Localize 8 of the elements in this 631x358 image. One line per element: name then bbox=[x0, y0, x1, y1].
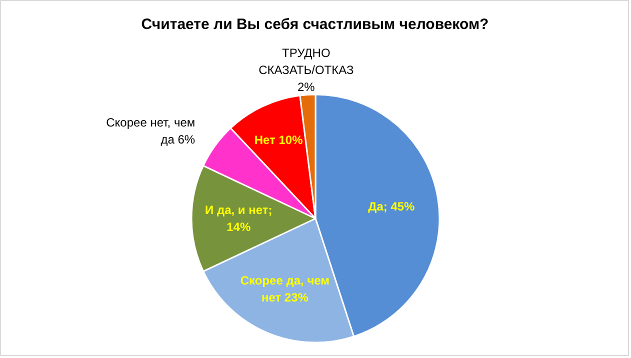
slice-label: ТРУДНО СКАЗАТЬ/ОТКАЗ bbox=[258, 46, 354, 77]
slice-label: Да; 45% bbox=[368, 199, 416, 214]
slice-label: Скорее нет, чем да 6% bbox=[106, 116, 196, 146]
slice-label: Скорее да, чем нет 23% bbox=[240, 274, 330, 304]
slice-label: И да, и нет; 14% bbox=[204, 203, 272, 234]
chart-title: Считаете ли Вы себя счастливым человеком? bbox=[141, 16, 489, 33]
slice-label: Нет 10% bbox=[254, 132, 304, 147]
data-label: 2% bbox=[297, 80, 316, 94]
